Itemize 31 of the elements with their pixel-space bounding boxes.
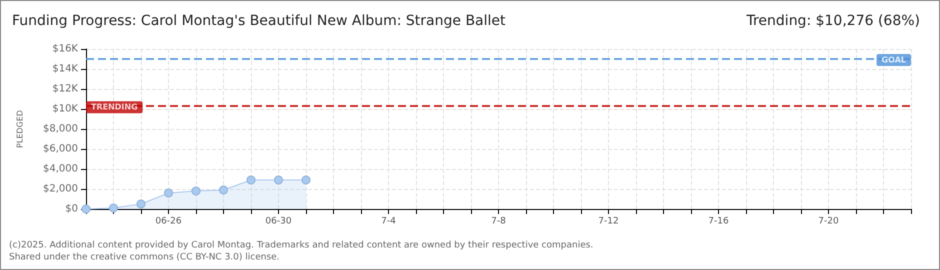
text: Shared under the creative commons (CC BY-NC 3.0) license. (9, 252, 280, 262)
x-tick-label: 7-12 (598, 216, 619, 226)
point (192, 186, 200, 196)
y-tick-label: $12K (52, 84, 78, 94)
point (302, 176, 310, 184)
y-tick-label: $16K (52, 44, 78, 54)
y-tick-label: $14K (52, 64, 78, 74)
y-tick-label: $2,000 (43, 184, 78, 194)
y-tick-label: $10K (52, 104, 78, 114)
ref-line-label: TRENDING (91, 102, 138, 112)
x-tick-label: 06-26 (155, 216, 182, 226)
y-tick-label: $6,000 (43, 144, 78, 154)
point (164, 188, 173, 198)
ref-line-label: GOAL (882, 56, 906, 64)
x-tick-label: 7-4 (381, 216, 396, 226)
point (274, 176, 283, 184)
y-tick-label: $8,000 (43, 124, 78, 134)
x-tick-label: 7-16 (708, 216, 729, 226)
x-tick-label: 7-8 (491, 216, 506, 226)
point (136, 200, 146, 208)
text: (c)2025. Additional content provided by Carol Montag. Trademarks and related content are owned by their respective companies. (9, 240, 594, 250)
x-tick-label: 06-30 (265, 216, 292, 226)
chart-title: Funding Progress: Carol Montag's Beautiful New Album: Strange Ballet (12, 13, 506, 29)
y-tick-label: $0 (65, 204, 78, 214)
x-tick-label: 7-20 (818, 216, 839, 226)
chart-subtitle: Trending: $10,276 (68%) (745, 13, 920, 29)
point (246, 176, 256, 184)
point (109, 204, 118, 212)
y-axis-title: PLEDGED (16, 110, 24, 148)
point (219, 186, 228, 194)
y-tick-label: $4,000 (43, 164, 78, 174)
